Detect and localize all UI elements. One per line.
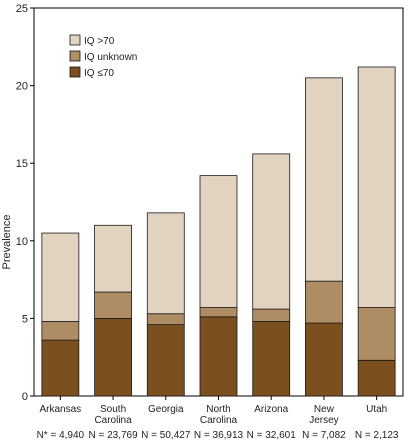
bar-segment xyxy=(357,307,396,361)
bar-segment xyxy=(199,175,238,308)
y-tick-label: 20 xyxy=(16,81,28,93)
x-category-label: North Carolina xyxy=(200,404,238,426)
bar-segment xyxy=(94,317,132,397)
n-label: N = 36,913 xyxy=(194,430,244,441)
legend-label: IQ unknown xyxy=(84,52,137,63)
bar-segment xyxy=(146,324,185,397)
legend-label: IQ >70 xyxy=(84,36,115,47)
y-tick-label: 5 xyxy=(22,313,28,325)
bar-segment xyxy=(357,359,396,397)
x-category-label: Arizona xyxy=(254,404,288,415)
bar-segment xyxy=(94,291,132,319)
legend-swatch xyxy=(69,34,81,46)
bar-segment xyxy=(305,280,343,324)
y-tick-label: 15 xyxy=(16,158,28,170)
y-tick-label: 25 xyxy=(16,3,28,15)
bar-segment xyxy=(94,224,132,293)
x-category-label: New Jersey xyxy=(309,404,338,426)
x-category-label: Arkansas xyxy=(40,404,82,415)
bar-segment xyxy=(41,232,80,322)
y-tick-label: 0 xyxy=(22,391,28,403)
legend-label: IQ ≤70 xyxy=(84,68,114,79)
bar-segment xyxy=(41,321,80,341)
bar-segment xyxy=(146,313,185,326)
bar-segment xyxy=(199,316,238,397)
bar-segment xyxy=(146,212,185,315)
bar-segment xyxy=(199,307,238,318)
n-label: N = 7,082 xyxy=(302,430,346,441)
legend-swatch xyxy=(69,50,81,62)
y-axis-title: Prevalence xyxy=(1,214,13,269)
bar-segment xyxy=(41,339,80,397)
bar-segment xyxy=(252,308,291,322)
bar-segment xyxy=(252,153,291,310)
x-category-label: Georgia xyxy=(148,404,184,415)
bar-segment xyxy=(305,322,343,397)
n-label: N = 2,123 xyxy=(355,430,399,441)
bar-segment xyxy=(357,66,396,308)
bar-segment xyxy=(252,321,291,397)
n-label: N = 32,601 xyxy=(247,430,297,441)
n-label: N = 50,427 xyxy=(141,430,191,441)
n-label: N* = 4,940 xyxy=(37,430,85,441)
n-label: N = 23,769 xyxy=(88,430,138,441)
x-category-label: South Carolina xyxy=(94,404,132,426)
legend-swatch xyxy=(69,66,81,78)
x-category-label: Utah xyxy=(366,404,387,415)
y-tick-label: 10 xyxy=(16,236,28,248)
bar-segment xyxy=(305,77,343,282)
